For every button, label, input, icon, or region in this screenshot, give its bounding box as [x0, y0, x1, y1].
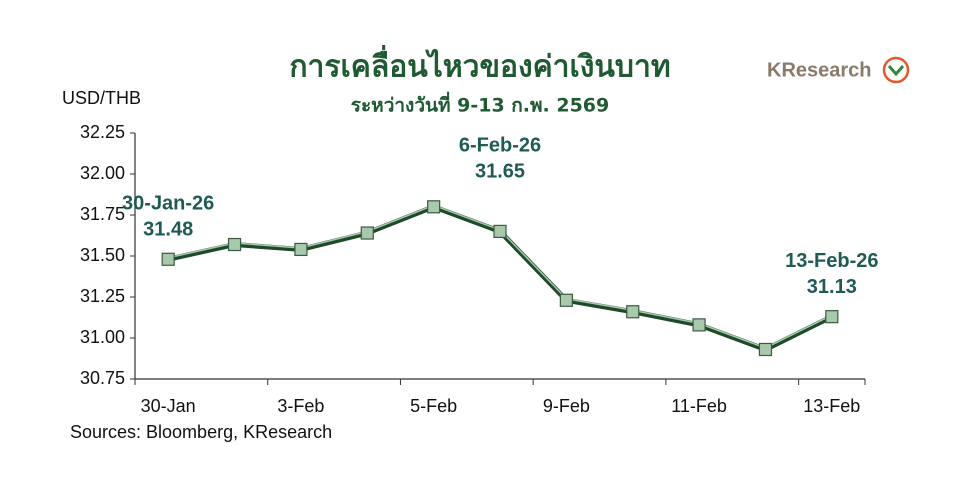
marker: [626, 305, 640, 319]
value-label: 31.48: [143, 219, 193, 241]
logo: KResearch: [767, 56, 910, 84]
marker: [825, 310, 839, 324]
marker: [493, 224, 507, 238]
y-axis-label: USD/THB: [62, 88, 141, 108]
annotation-label: 30-Jan-26: [122, 193, 214, 215]
y-tick-label: 31.00: [80, 327, 125, 347]
source: Sources: Bloomberg, KResearch: [70, 422, 332, 442]
x-tick-label: 5-Feb: [410, 396, 457, 416]
marker: [227, 237, 242, 252]
marker: [294, 242, 308, 257]
x-tick-label: 3-Feb: [277, 396, 324, 416]
y-tick-label: 30.75: [80, 368, 125, 388]
logo-text: KResearch: [767, 59, 872, 81]
value-label: 31.13: [807, 276, 857, 298]
chart-title: การเคลื่อนไหวของค่าเงินบาท: [289, 45, 670, 85]
y-tick-label: 31.75: [80, 204, 125, 224]
logo-icon: [882, 56, 910, 84]
annotation-label: 13-Feb-26: [785, 250, 878, 272]
value-label: 31.65: [475, 161, 525, 183]
annotation-label: 6-Feb-26: [459, 135, 541, 157]
y-tick-label: 32.00: [80, 163, 125, 183]
marker: [758, 342, 773, 357]
marker: [360, 226, 374, 240]
y-tick-label: 32.25: [80, 122, 125, 142]
logo-leaf: [887, 65, 905, 77]
x-tick-label: 13-Feb: [803, 396, 860, 416]
chart-subtitle: ระหว่างวันที่ 9-13 ก.พ. 2569: [351, 92, 609, 117]
marker: [559, 293, 573, 307]
y-tick-label: 31.50: [80, 245, 125, 265]
marker: [161, 252, 175, 266]
x-tick-label: 9-Feb: [543, 396, 590, 416]
marker: [692, 318, 706, 332]
x-tick-label: 30-Jan: [141, 396, 196, 416]
marker: [427, 200, 441, 214]
y-tick-label: 31.25: [80, 286, 125, 306]
x-tick-label: 11-Feb: [671, 396, 727, 416]
